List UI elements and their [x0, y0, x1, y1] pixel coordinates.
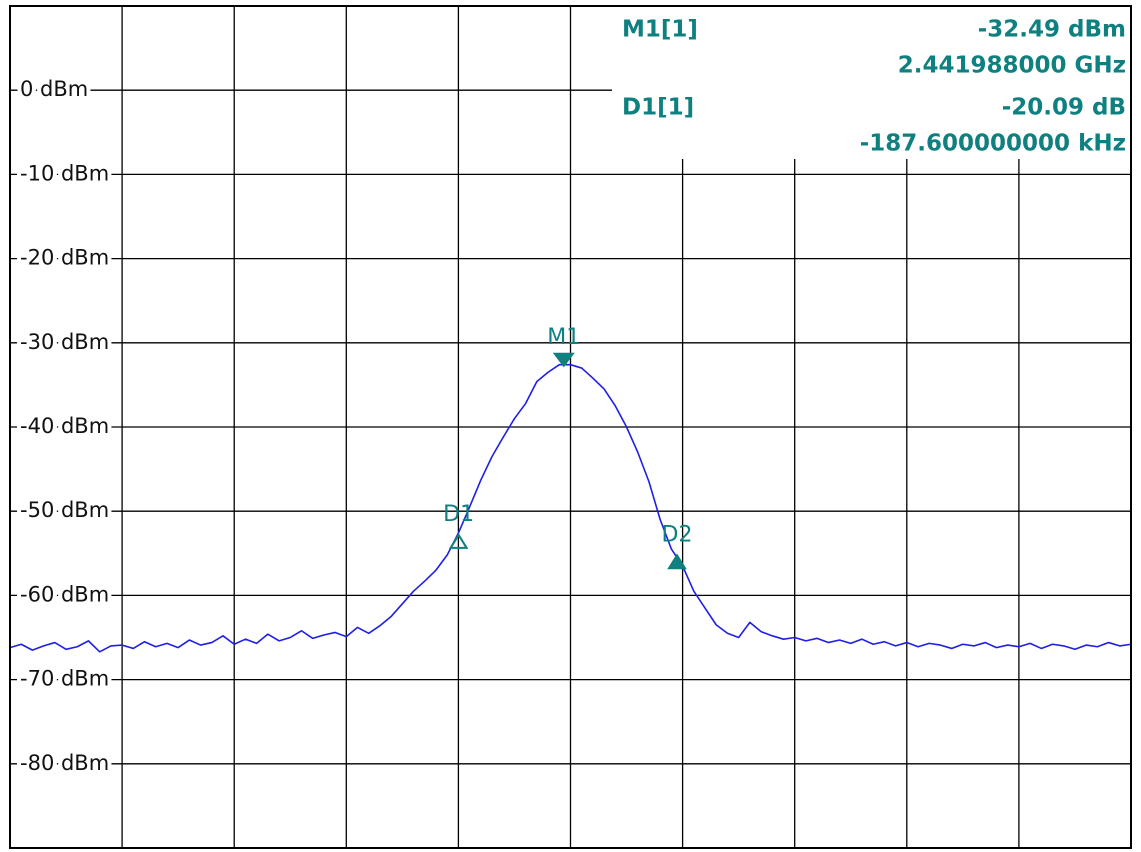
y-tick-label: -40 dBm — [20, 414, 109, 438]
marker-symbol — [552, 352, 575, 368]
marker-symbol — [667, 553, 687, 570]
y-tick-label: -60 dBm — [20, 582, 109, 606]
y-tick-label: -80 dBm — [20, 751, 109, 775]
y-tick-label: -20 dBm — [20, 246, 109, 270]
trace-layer — [9, 363, 1132, 653]
readout-panel — [612, 7, 1130, 159]
plot-border — [9, 5, 1132, 849]
readout-extra: -187.600000000 kHz — [860, 131, 1126, 157]
readout-name: D1[1] — [622, 95, 694, 121]
readout-value: -20.09 dB — [1002, 95, 1126, 121]
y-tick-label: -10 dBm — [20, 161, 109, 185]
readout: M1[1] -32.49 dBm 2.441988000 GHz D1[1] -20.0… — [622, 17, 1126, 157]
marker-label: D2 — [662, 522, 693, 547]
trace-line — [9, 363, 1132, 653]
y-tick-label: -30 dBm — [20, 330, 109, 354]
marker-label: M1 — [547, 325, 580, 350]
y-tick-label: -70 dBm — [20, 667, 109, 691]
y-tick-label: 0 dBm — [20, 77, 88, 101]
y-tick-label: -50 dBm — [20, 498, 109, 522]
marker-layer: M1 D1 D2 — [443, 325, 693, 570]
readout-value: -32.49 dBm — [978, 17, 1126, 43]
marker-symbol — [448, 533, 469, 549]
marker-label: D1 — [443, 502, 474, 527]
readout-extra: 2.441988000 GHz — [898, 53, 1126, 79]
readout-name: M1[1] — [622, 17, 698, 43]
tick-labels: 0 dBm -10 dBm -20 dBm -30 dBm -40 dBm -50 dBm… — [16, 73, 113, 779]
